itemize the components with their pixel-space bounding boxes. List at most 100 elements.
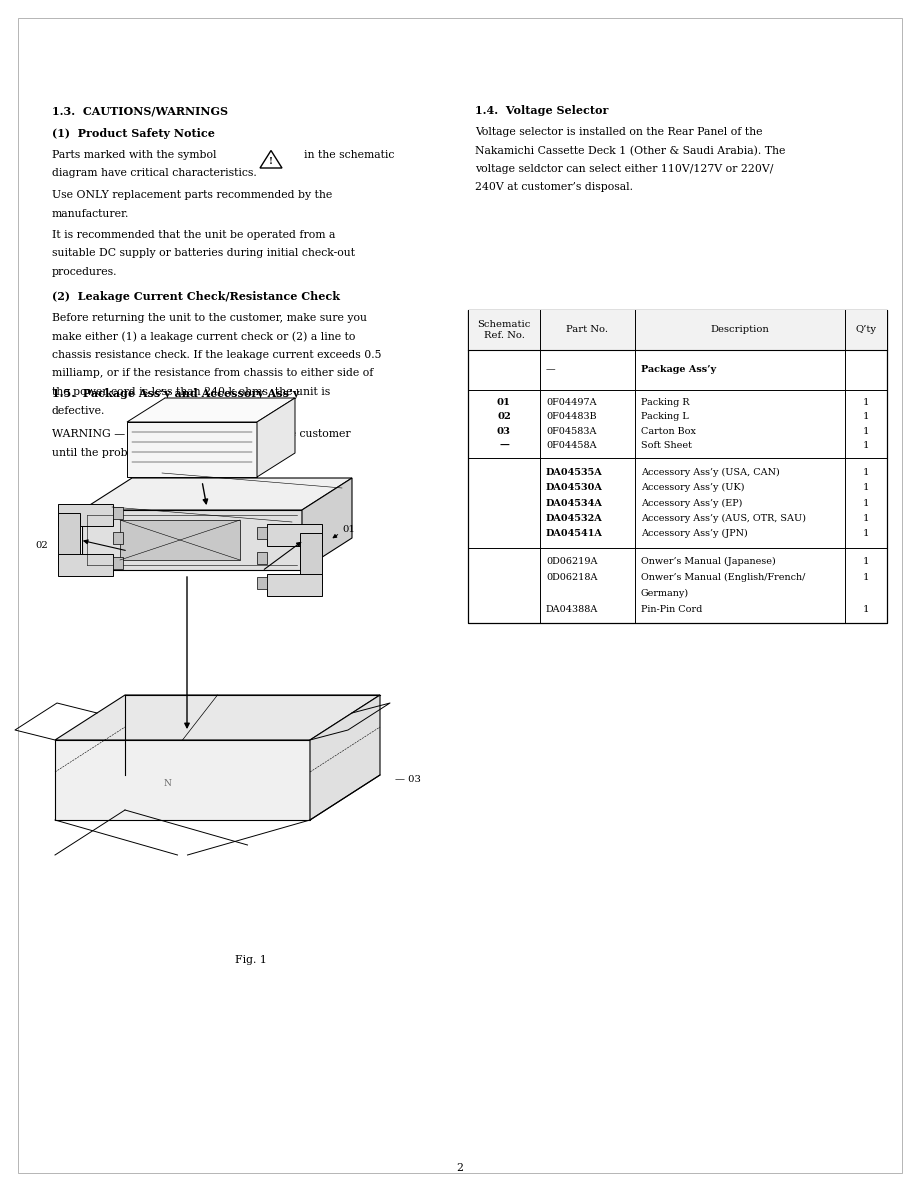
Bar — [58, 513, 80, 563]
Text: Package Ass’y: Package Ass’y — [641, 366, 715, 374]
Bar — [267, 574, 322, 596]
Text: 0F04458A: 0F04458A — [545, 441, 596, 450]
Bar — [119, 520, 240, 560]
Text: 1: 1 — [862, 398, 868, 407]
Text: in the schematic: in the schematic — [303, 150, 394, 160]
Text: 1: 1 — [862, 513, 868, 523]
Text: !: ! — [268, 156, 273, 166]
Text: 0D06218A: 0D06218A — [545, 573, 596, 582]
Text: Packing L: Packing L — [641, 412, 688, 422]
Text: N: N — [164, 779, 171, 788]
Bar — [113, 557, 123, 569]
Text: Use ONLY replacement parts recommended by the: Use ONLY replacement parts recommended b… — [52, 191, 332, 200]
Text: 0F04583A: 0F04583A — [545, 426, 596, 436]
Bar — [256, 576, 267, 590]
Text: 1.4.  Voltage Selector: 1.4. Voltage Selector — [474, 105, 607, 116]
Text: the power cord is less than 240 k ohms, the unit is: the power cord is less than 240 k ohms, … — [52, 387, 330, 397]
Text: 0F04483B: 0F04483B — [545, 412, 596, 422]
Bar — [468, 310, 886, 350]
Text: until the problem is located and corrected.: until the problem is located and correct… — [52, 448, 287, 457]
Text: Onwer’s Manual (Japanese): Onwer’s Manual (Japanese) — [641, 557, 775, 566]
Text: It is recommended that the unit be operated from a: It is recommended that the unit be opera… — [52, 230, 335, 241]
Text: 240V at customer’s disposal.: 240V at customer’s disposal. — [474, 182, 632, 193]
Text: DA04388A: DA04388A — [545, 605, 597, 613]
Bar — [468, 310, 886, 623]
Text: Before returning the unit to the customer, make sure you: Before returning the unit to the custome… — [52, 313, 367, 323]
Bar — [256, 526, 267, 540]
Text: 1: 1 — [862, 441, 868, 450]
Text: Fig. 1: Fig. 1 — [235, 955, 267, 965]
Text: (2)  Leakage Current Check/Resistance Check: (2) Leakage Current Check/Resistance Che… — [52, 291, 340, 303]
Text: Carton Box: Carton Box — [641, 426, 695, 436]
Text: Germany): Germany) — [641, 588, 688, 598]
Text: WARNING — DO NOT return the unit to the customer: WARNING — DO NOT return the unit to the … — [52, 429, 350, 439]
Text: Voltage selector is installed on the Rear Panel of the: Voltage selector is installed on the Rea… — [474, 127, 762, 137]
Text: Accessory Ass’y (JPN): Accessory Ass’y (JPN) — [641, 529, 747, 538]
Text: DA04535A: DA04535A — [545, 468, 602, 476]
Polygon shape — [55, 740, 310, 819]
Bar — [58, 504, 113, 526]
Text: Accessory Ass’y (UK): Accessory Ass’y (UK) — [641, 484, 743, 492]
Text: 0F04497A: 0F04497A — [545, 398, 596, 407]
Text: voltage seldctor can select either 110V/127V or 220V/: voltage seldctor can select either 110V/… — [474, 164, 773, 174]
Polygon shape — [310, 696, 380, 819]
Text: DA04534A: DA04534A — [545, 499, 602, 507]
Text: 1: 1 — [862, 426, 868, 436]
Polygon shape — [82, 510, 301, 570]
Bar — [256, 551, 267, 565]
Text: 03: 03 — [496, 426, 510, 436]
Text: Accessory Ass’y (AUS, OTR, SAU): Accessory Ass’y (AUS, OTR, SAU) — [641, 513, 805, 523]
Text: 1.5.  Package Ass’y and Accessory Ass’y: 1.5. Package Ass’y and Accessory Ass’y — [52, 388, 299, 399]
Text: 02: 02 — [496, 412, 510, 422]
Text: Part No.: Part No. — [566, 325, 607, 335]
Text: DA04541A: DA04541A — [545, 529, 602, 538]
Text: make either (1) a leakage current check or (2) a line to: make either (1) a leakage current check … — [52, 331, 355, 342]
Text: DA04530A: DA04530A — [545, 484, 602, 492]
Bar — [267, 524, 322, 545]
Text: Onwer’s Manual (English/French/: Onwer’s Manual (English/French/ — [641, 573, 804, 582]
Bar — [300, 534, 322, 584]
Polygon shape — [256, 398, 295, 478]
Text: Parts marked with the symbol: Parts marked with the symbol — [52, 150, 216, 160]
Text: 1: 1 — [862, 412, 868, 422]
Text: 01: 01 — [496, 398, 510, 407]
Text: 01: 01 — [342, 525, 355, 535]
Text: 1: 1 — [862, 468, 868, 476]
Text: — 03: — 03 — [394, 775, 420, 785]
Text: defective.: defective. — [52, 405, 106, 416]
Text: 1: 1 — [862, 484, 868, 492]
Polygon shape — [55, 696, 380, 740]
Text: 1.3.  CAUTIONS/WARNINGS: 1.3. CAUTIONS/WARNINGS — [52, 105, 228, 116]
Text: milliamp, or if the resistance from chassis to either side of: milliamp, or if the resistance from chas… — [52, 368, 373, 379]
Polygon shape — [127, 398, 295, 422]
Text: Description: Description — [709, 325, 768, 335]
Text: chassis resistance check. If the leakage current exceeds 0.5: chassis resistance check. If the leakage… — [52, 350, 381, 360]
Text: Accessory Ass’y (EP): Accessory Ass’y (EP) — [641, 499, 742, 507]
Bar — [113, 532, 123, 544]
Text: Nakamichi Cassette Deck 1 (Other & Saudi Arabia). The: Nakamichi Cassette Deck 1 (Other & Saudi… — [474, 145, 785, 156]
Text: DA04532A: DA04532A — [545, 513, 602, 523]
Text: Pin-Pin Cord: Pin-Pin Cord — [641, 605, 701, 613]
Text: suitable DC supply or batteries during initial check-out: suitable DC supply or batteries during i… — [52, 249, 355, 258]
Text: 0D06219A: 0D06219A — [545, 557, 596, 566]
Text: 1: 1 — [862, 499, 868, 507]
Text: (1)  Product Safety Notice: (1) Product Safety Notice — [52, 127, 215, 139]
Text: —: — — [545, 366, 555, 374]
Polygon shape — [127, 422, 256, 478]
Text: Packing R: Packing R — [641, 398, 688, 407]
Text: Soft Sheet: Soft Sheet — [641, 441, 691, 450]
Text: 1: 1 — [862, 529, 868, 538]
Text: 2: 2 — [456, 1162, 463, 1173]
Text: diagram have critical characteristics.: diagram have critical characteristics. — [52, 168, 256, 179]
Polygon shape — [301, 478, 352, 570]
Text: —: — — [498, 441, 508, 450]
Bar — [113, 507, 123, 519]
Text: Schematic
Ref. No.: Schematic Ref. No. — [477, 320, 530, 339]
Bar — [58, 554, 113, 576]
Text: Q’ty: Q’ty — [855, 325, 876, 335]
Text: manufacturer.: manufacturer. — [52, 208, 130, 218]
Text: Accessory Ass’y (USA, CAN): Accessory Ass’y (USA, CAN) — [641, 468, 779, 476]
Text: 1: 1 — [862, 573, 868, 582]
Text: 02: 02 — [35, 542, 48, 550]
Text: procedures.: procedures. — [52, 267, 118, 278]
